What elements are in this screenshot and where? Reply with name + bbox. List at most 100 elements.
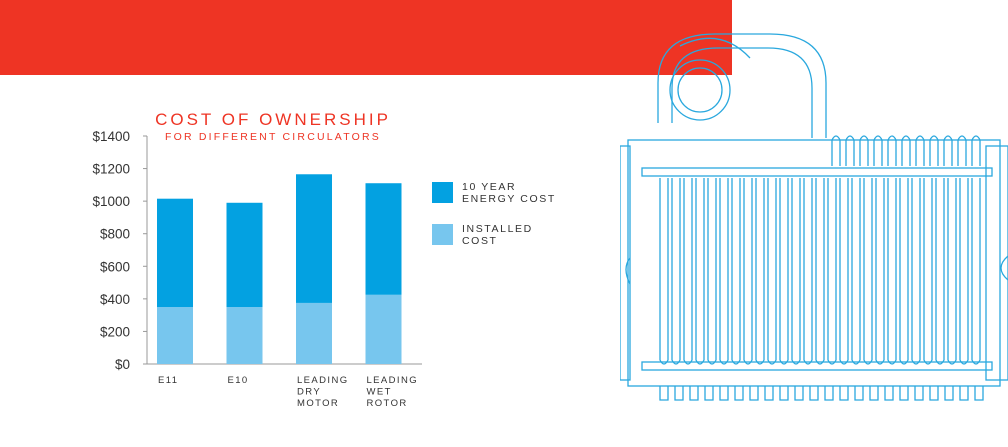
motor-handle-outer — [657, 33, 827, 138]
motor-fin — [839, 178, 849, 365]
motor-fin — [743, 178, 753, 365]
motor-foot — [824, 386, 834, 401]
motor-foot — [929, 386, 939, 401]
motor-fin — [815, 178, 825, 365]
y-tick-label: $800 — [100, 227, 130, 242]
bar-energy-3 — [365, 183, 402, 295]
motor-fin — [923, 178, 933, 365]
motor-fin — [875, 178, 885, 365]
motor-fin — [767, 178, 777, 365]
x-tick-label: E11 — [158, 375, 178, 386]
motor-fin-top — [859, 135, 869, 166]
motor-fin-top — [831, 135, 841, 166]
motor-fin — [899, 178, 909, 365]
motor-fin — [779, 178, 789, 365]
motor-right-knob — [1000, 255, 1008, 281]
motor-fin-top — [971, 135, 981, 166]
y-tick-label: $1000 — [92, 194, 130, 209]
motor-right-endcap — [985, 145, 1008, 381]
motor-foot — [779, 386, 789, 401]
motor-left-knob — [625, 257, 631, 285]
motor-foot — [809, 386, 819, 401]
x-tick-label: WET — [367, 387, 392, 398]
motor-inlet-ring — [669, 59, 731, 121]
motor-foot — [674, 386, 684, 401]
chart-subtitle: FOR DIFFERENT CIRCULATORS — [164, 131, 381, 143]
motor-bottom-rail — [641, 361, 993, 371]
legend-label-energy: 10 YEAR ENERGY COST — [462, 181, 556, 205]
motor-illustration — [620, 33, 1008, 401]
motor-foot — [839, 386, 849, 401]
legend-item-energy: 10 YEAR ENERGY COST — [432, 181, 562, 205]
motor-handle-inner — [671, 47, 813, 138]
legend-swatch-installed — [432, 224, 453, 245]
motor-fin — [695, 178, 705, 365]
motor-fin-top — [943, 135, 953, 166]
motor-fin-top — [873, 135, 883, 166]
motor-foot — [689, 386, 699, 401]
motor-fin — [971, 178, 981, 365]
bar-installed-0 — [157, 307, 193, 364]
motor-fin — [719, 178, 729, 365]
y-tick-label: $600 — [100, 259, 130, 274]
y-tick-label: $200 — [100, 324, 130, 339]
motor-fin — [731, 178, 741, 365]
motor-fin — [959, 178, 969, 365]
motor-fin-top — [887, 135, 897, 166]
motor-foot — [794, 386, 804, 401]
motor-fin — [755, 178, 765, 365]
motor-foot — [749, 386, 759, 401]
motor-foot — [884, 386, 894, 401]
bar-energy-2 — [296, 174, 332, 303]
motor-fin — [911, 178, 921, 365]
motor-foot — [854, 386, 864, 401]
motor-fin — [851, 178, 861, 365]
motor-foot — [959, 386, 969, 401]
x-tick-label: LEADING — [367, 375, 419, 386]
legend-swatch-energy — [432, 182, 453, 203]
motor-fin-top — [915, 135, 925, 166]
motor-fin — [683, 178, 693, 365]
motor-handle-curve — [679, 37, 751, 59]
motor-foot — [869, 386, 879, 401]
red-banner — [0, 0, 732, 75]
motor-fin — [671, 178, 681, 365]
chart-title: COST OF OWNERSHIP — [155, 110, 391, 129]
motor-fin-top — [957, 135, 967, 166]
motor-inlet-ring-inner — [677, 67, 723, 113]
motor-foot — [704, 386, 714, 401]
motor-fin — [947, 178, 957, 365]
motor-fin — [863, 178, 873, 365]
motor-fin — [887, 178, 897, 365]
x-tick-label: LEADING — [297, 375, 349, 386]
motor-foot — [974, 386, 984, 401]
bar-installed-2 — [296, 302, 332, 364]
motor-fin — [659, 178, 669, 365]
legend-item-installed: INSTALLED COST — [432, 223, 562, 247]
cost-chart: $0 $200 $400 $600 $800 $1000 $1200 $1400 E11 E10 L… — [92, 129, 422, 409]
motor-fin — [935, 178, 945, 365]
bar-energy-1 — [226, 202, 263, 307]
bar-installed-3 — [365, 294, 402, 364]
x-tick-label: DRY — [297, 387, 321, 398]
motor-left-endcap — [620, 145, 631, 381]
x-tick-label: ROTOR — [367, 398, 408, 409]
motor-fin — [827, 178, 837, 365]
x-tick-label: E10 — [228, 375, 249, 386]
motor-foot — [719, 386, 729, 401]
legend-label-installed: INSTALLED COST — [462, 223, 533, 247]
motor-fin-top — [845, 135, 855, 166]
motor-top-rail — [641, 167, 993, 177]
y-tick-label: $1400 — [92, 129, 130, 144]
motor-fin-top — [929, 135, 939, 166]
motor-fin — [803, 178, 813, 365]
bar-energy-0 — [157, 198, 193, 307]
y-tick-label: $400 — [100, 292, 130, 307]
motor-fin-top — [901, 135, 911, 166]
motor-foot — [659, 386, 669, 401]
motor-foot — [899, 386, 909, 401]
motor-fin — [707, 178, 717, 365]
motor-foot — [764, 386, 774, 401]
bar-installed-1 — [226, 307, 263, 364]
y-tick-label: $1200 — [92, 162, 130, 177]
